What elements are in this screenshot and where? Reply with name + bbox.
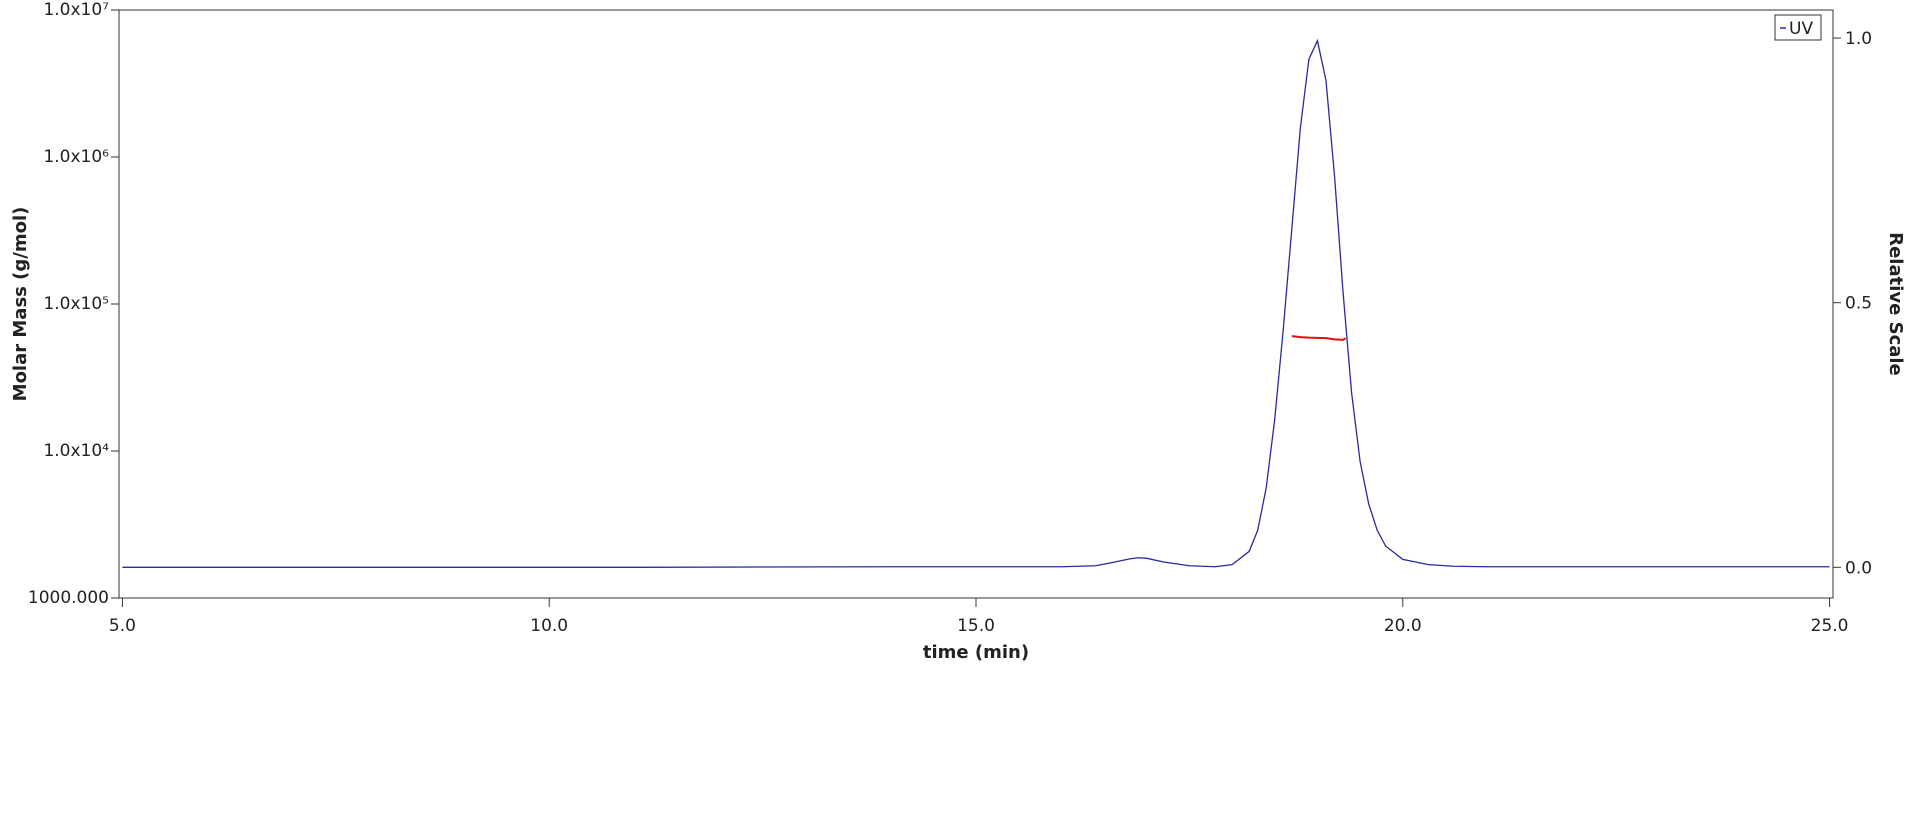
- y2-tick-label: 0.0: [1845, 558, 1872, 578]
- y2-tick-label: 0.5: [1845, 294, 1872, 314]
- x-tick-label: 5.0: [109, 616, 136, 636]
- legend-label: UV: [1789, 19, 1813, 39]
- molar-mass-line: [1291, 335, 1347, 341]
- y2-axis-title: Relative Scale: [1885, 232, 1906, 376]
- y-axis-title: Molar Mass (g/mol): [10, 207, 31, 402]
- y-tick-label: 1000.000: [28, 588, 109, 608]
- uv-line: [122, 38, 1830, 568]
- y-tick-label: 1.0x10⁶: [43, 147, 109, 167]
- x-tick-label: 15.0: [957, 616, 995, 636]
- y-tick-label: 1.0x10⁵: [43, 294, 109, 314]
- x-tick-label: 20.0: [1384, 616, 1422, 636]
- x-axis-title: time (min): [923, 642, 1029, 663]
- y-tick-label: 1.0x10⁴: [43, 441, 109, 461]
- x-tick-label: 25.0: [1811, 616, 1849, 636]
- x-tick-label: 10.0: [530, 616, 568, 636]
- y-tick-label: 1.0x10⁷: [43, 0, 109, 20]
- plot-frame: [118, 9, 1834, 599]
- y2-tick-label: 1.0: [1845, 29, 1872, 49]
